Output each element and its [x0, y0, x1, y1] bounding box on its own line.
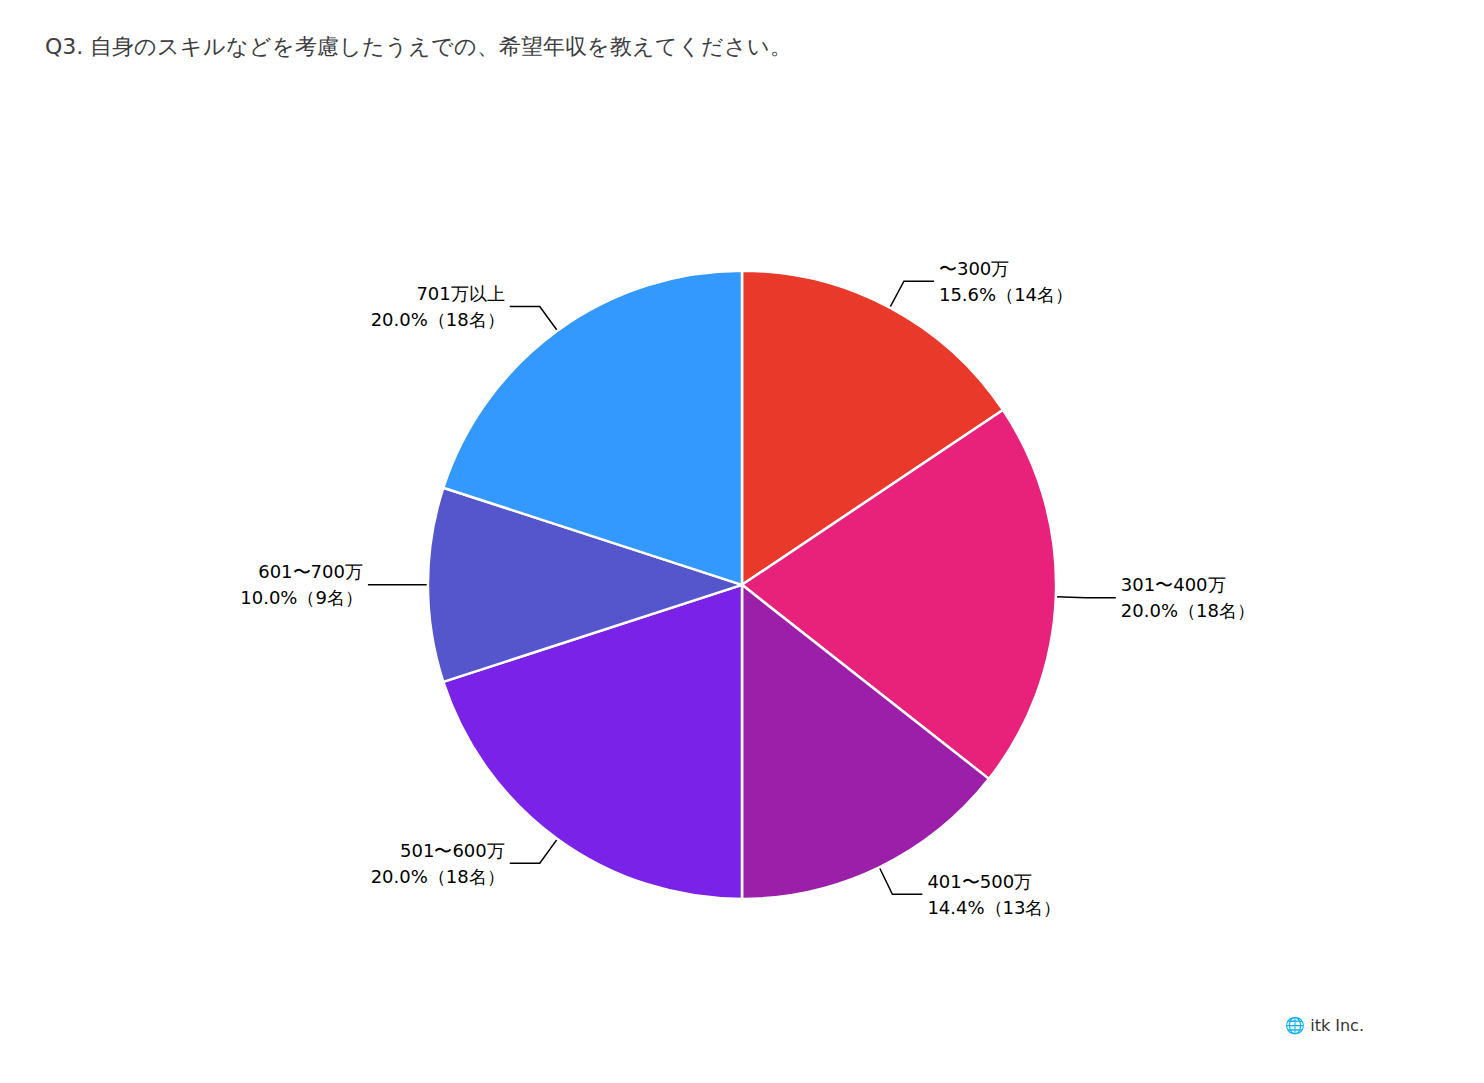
svg-text:20.0%（18名）: 20.0%（18名）: [1121, 600, 1255, 621]
svg-text:〜300万: 〜300万: [939, 258, 1009, 279]
svg-text:20.0%（18名）: 20.0%（18名）: [371, 866, 505, 887]
svg-text:601〜700万: 601〜700万: [258, 561, 363, 582]
svg-text:15.6%（14名）: 15.6%（14名）: [939, 284, 1073, 305]
svg-text:14.4%（13名）: 14.4%（13名）: [927, 897, 1061, 918]
svg-text:10.0%（9名）: 10.0%（9名）: [240, 587, 363, 608]
svg-text:301〜400万: 301〜400万: [1121, 574, 1226, 595]
svg-text:20.0%（18名）: 20.0%（18名）: [371, 309, 505, 330]
svg-text:401〜500万: 401〜500万: [927, 871, 1032, 892]
svg-text:701万以上: 701万以上: [416, 283, 504, 304]
svg-text:🌐 itk Inc.: 🌐 itk Inc.: [1285, 1016, 1364, 1035]
svg-text:Q3. 自身のスキルなどを考慮したうえでの、希望年収を教えて: Q3. 自身のスキルなどを考慮したうえでの、希望年収を教えてください。: [45, 34, 792, 59]
svg-text:501〜600万: 501〜600万: [400, 840, 505, 861]
